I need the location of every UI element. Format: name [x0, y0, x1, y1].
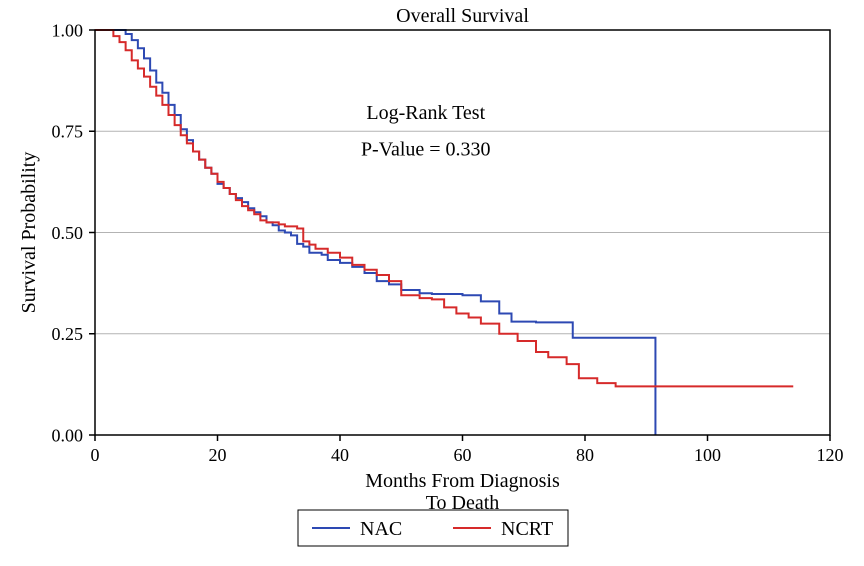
y-axis-label: Survival Probability	[18, 152, 40, 314]
x-tick-label: 40	[331, 445, 349, 465]
km-plot-svg: 0 20 40 60 80 100 120 0.00 0.25 0.50 0.75 1.00 Overa…	[0, 0, 864, 566]
legend-label-ncrt: NCRT	[501, 518, 553, 540]
annotation-1: Log-Rank Test	[366, 102, 485, 124]
y-tick-label: 0.00	[52, 425, 84, 445]
x-tick-label: 80	[576, 445, 594, 465]
y-tick-label: 0.75	[52, 122, 84, 142]
x-axis-label-1: Months From Diagnosis	[365, 470, 560, 492]
x-tick-label: 120	[817, 445, 844, 465]
chart-container: { "chart": { "type": "kaplan-meier-step"…	[0, 0, 864, 566]
x-tick-label: 0	[91, 445, 100, 465]
y-tick-label: 0.50	[52, 223, 84, 243]
legend-label-nac: NAC	[360, 518, 402, 540]
chart-title: Overall Survival	[396, 5, 529, 27]
x-tick-label: 20	[209, 445, 227, 465]
x-tick-label: 100	[694, 445, 721, 465]
annotation-2: P-Value = 0.330	[361, 139, 491, 161]
y-tick-label: 0.25	[52, 324, 84, 344]
y-tick-label: 1.00	[52, 20, 84, 40]
x-tick-label: 60	[454, 445, 472, 465]
